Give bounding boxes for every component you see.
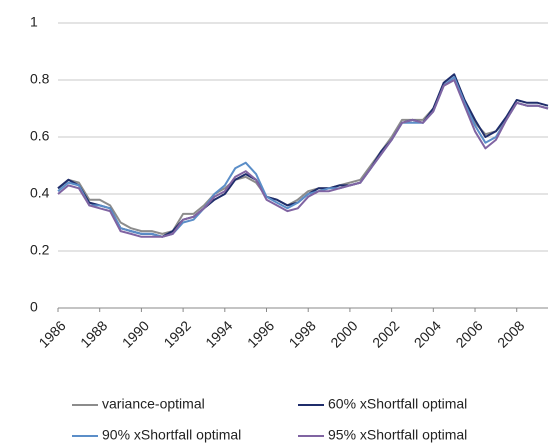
legend-label: variance-optimal	[102, 396, 205, 412]
legend-item: variance-optimal	[72, 396, 205, 412]
x-tick-label: 2006	[452, 317, 485, 350]
x-tick-label: 1992	[161, 317, 194, 350]
series-line	[57, 76, 549, 238]
legend-item: 90% xShortfall optimal	[72, 427, 241, 443]
x-tick-label: 1996	[244, 317, 277, 350]
x-tick-label: 1990	[119, 317, 152, 350]
x-tick-label: 2004	[411, 317, 444, 350]
y-tick-label: 0.4	[30, 185, 50, 201]
y-tick-label: 0	[30, 299, 38, 315]
x-tick-label: 1988	[77, 317, 110, 350]
legend-label: 90% xShortfall optimal	[102, 427, 241, 443]
y-tick-label: 0.8	[30, 71, 50, 87]
x-tick-label: 2002	[369, 317, 402, 350]
x-tick-label: 1986	[35, 317, 68, 350]
y-tick-label: 0.2	[30, 242, 50, 258]
y-tick-label: 0.6	[30, 128, 50, 144]
legend-item: 60% xShortfall optimal	[298, 396, 467, 412]
x-tick-label: 2000	[327, 317, 360, 350]
y-tick-label: 1	[30, 14, 38, 30]
series-line	[57, 73, 549, 238]
legend-label: 60% xShortfall optimal	[328, 396, 467, 412]
x-tick-label: 1994	[202, 317, 235, 350]
legend-label: 95% xShortfall optimal	[328, 427, 467, 443]
x-tick-label: 2008	[494, 317, 527, 350]
series-line	[57, 79, 549, 238]
x-tick-label: 1998	[286, 317, 319, 350]
legend-item: 95% xShortfall optimal	[298, 427, 467, 443]
series-line	[57, 79, 549, 235]
